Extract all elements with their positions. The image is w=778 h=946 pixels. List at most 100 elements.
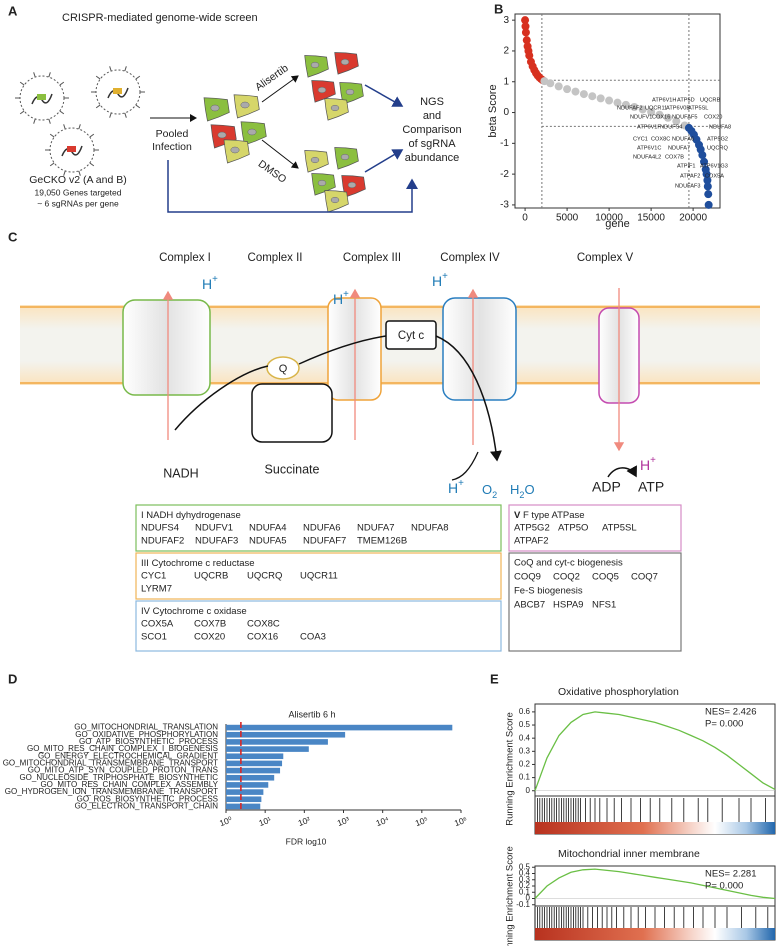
virus-spike bbox=[135, 104, 141, 109]
gene-box-title: V F type ATPase bbox=[514, 510, 585, 521]
p-label: P= 0.000 bbox=[705, 881, 743, 892]
gene-annotation: COX16 bbox=[652, 114, 670, 120]
x-tick-label: 10⁶ bbox=[453, 814, 469, 828]
plot-frame bbox=[514, 13, 721, 209]
treatment-label: Alisertib bbox=[253, 62, 291, 93]
point bbox=[630, 102, 639, 111]
virus-spike bbox=[63, 124, 66, 130]
gene-annotation: UQCRQ bbox=[707, 145, 728, 151]
arrow bbox=[364, 149, 404, 173]
box-name: Cytochrome c reductase bbox=[152, 558, 255, 569]
category-label: GO_MITO_RES_CHAIN_COMPLEX_I_BIOGENESIS bbox=[27, 744, 218, 753]
virus-spike bbox=[19, 81, 25, 86]
virus-insert bbox=[37, 94, 46, 100]
point bbox=[663, 113, 672, 122]
gene-box-title: IV Cytochrome c oxidase bbox=[141, 606, 247, 617]
complex-label: Complex III bbox=[343, 252, 401, 264]
box-numeral: I bbox=[141, 510, 144, 521]
category-label: GO_MITOCHONDRIAL_TRANSMEMBRANE_TRANSPORT bbox=[3, 759, 218, 768]
pooled-label: Pooled bbox=[156, 128, 189, 140]
quinone bbox=[266, 356, 300, 380]
virus bbox=[91, 66, 145, 118]
box-name: F type ATPase bbox=[523, 510, 585, 521]
gene-annotation: NDUFA4L2 bbox=[633, 154, 661, 160]
gene-box bbox=[508, 552, 682, 652]
x-tick-label: 15000 bbox=[637, 213, 665, 224]
bar bbox=[226, 753, 284, 760]
proton-label-part: + bbox=[650, 455, 656, 466]
virus-spike bbox=[89, 162, 95, 167]
readout-label: of sgRNA bbox=[408, 138, 456, 150]
category-label: GO_ELECTRON_TRANSPORT_CHAIN bbox=[75, 802, 219, 811]
complex-label: Complex II bbox=[248, 252, 303, 264]
category-label: GO_ATP_BIOSYNTHETIC_PROCESS bbox=[79, 737, 218, 746]
enrichment-line bbox=[534, 711, 776, 791]
water-label-part: 2 bbox=[519, 490, 524, 500]
y-tick-label: 0.4 bbox=[519, 869, 531, 878]
complex-iv bbox=[442, 297, 517, 401]
point bbox=[613, 98, 622, 107]
point bbox=[703, 182, 712, 191]
complex-label: Complex IV bbox=[440, 252, 500, 264]
point bbox=[521, 16, 530, 25]
gene-box bbox=[508, 504, 682, 552]
gene-box bbox=[135, 504, 502, 552]
gene-name: NDUFS4 bbox=[141, 523, 179, 534]
gene-name: NDUFA8 bbox=[411, 523, 448, 534]
nes-label: NES= 2.426 bbox=[705, 707, 757, 718]
virus-spike bbox=[135, 75, 141, 80]
complex-i bbox=[122, 299, 211, 396]
gene-annotation: UQCR11 bbox=[645, 105, 667, 111]
x-tick-label: 10⁴ bbox=[375, 814, 391, 828]
gene-annotation: ATP6V1H bbox=[652, 97, 676, 103]
category-label: GO_ENERGY_ELECTROCHEMICAL_GRADIENT bbox=[38, 751, 218, 760]
chart-title: Alisertib 6 h bbox=[288, 709, 335, 719]
water-label-part: O bbox=[524, 482, 534, 497]
category-label: GO_OXIDATIVE_PHOSPHORYLATION bbox=[75, 730, 218, 739]
nucleus bbox=[340, 153, 350, 161]
arrow bbox=[167, 160, 418, 213]
category-label: GO_HYDROGEN_ION_TRANSMEMBRANE_TRANSPORT bbox=[5, 787, 218, 796]
nucleus bbox=[345, 88, 355, 96]
x-tick-label: 10² bbox=[297, 814, 312, 828]
gene-name: NDUFAF7 bbox=[303, 536, 346, 547]
x-tick-label: 10³ bbox=[336, 814, 351, 828]
library-note: ~ 6 sgRNAs per gene bbox=[37, 198, 119, 208]
atp-synthesis bbox=[607, 465, 637, 478]
nucleus bbox=[310, 61, 320, 69]
gene-name: NDUFAF2 bbox=[141, 536, 184, 547]
x-tick-label: 0 bbox=[522, 213, 528, 224]
gene-name: ATP5G2 bbox=[514, 523, 550, 534]
category-label: GO_NUCLEOSIDE_TRIPHOSPHATE_BIOSYNTHETIC bbox=[19, 773, 218, 782]
bar bbox=[226, 782, 269, 788]
gene-annotation: ATP6V1C bbox=[637, 145, 661, 151]
y-tick-label: -3 bbox=[500, 200, 509, 211]
point bbox=[525, 51, 534, 60]
virus-spike bbox=[95, 104, 101, 109]
y-tick-label: 0.5 bbox=[519, 862, 531, 871]
gene-annotation: ATPAF2 bbox=[680, 173, 700, 179]
gene-name: NDUFA4 bbox=[249, 523, 286, 534]
gene-annotation: COX8C bbox=[651, 136, 670, 142]
point bbox=[704, 200, 713, 209]
virus-spike bbox=[109, 66, 112, 72]
gene-annotation: ATP6V1G3 bbox=[700, 163, 728, 169]
water-path bbox=[451, 451, 479, 481]
y-tick-label: 1 bbox=[503, 76, 509, 87]
complex-label: Complex V bbox=[577, 252, 634, 264]
water-label-part: H bbox=[510, 482, 519, 497]
gene-name: CYC1 bbox=[141, 571, 166, 582]
gene-name: COQ7 bbox=[631, 572, 658, 583]
point bbox=[521, 28, 530, 37]
y-axis-title: beta Score bbox=[487, 84, 499, 137]
gene-annotation: NDUFAF5 bbox=[672, 114, 698, 120]
gene-box-title: III Cytochrome c reductase bbox=[141, 558, 255, 569]
proton-label-part: H bbox=[432, 273, 442, 289]
x-axis-title: FDR log10 bbox=[286, 836, 327, 846]
nadh-label: NADH bbox=[163, 466, 198, 480]
gene-name: NDUFA7 bbox=[357, 523, 394, 534]
nucleus bbox=[330, 196, 340, 204]
gene-name: SCO1 bbox=[141, 632, 167, 643]
